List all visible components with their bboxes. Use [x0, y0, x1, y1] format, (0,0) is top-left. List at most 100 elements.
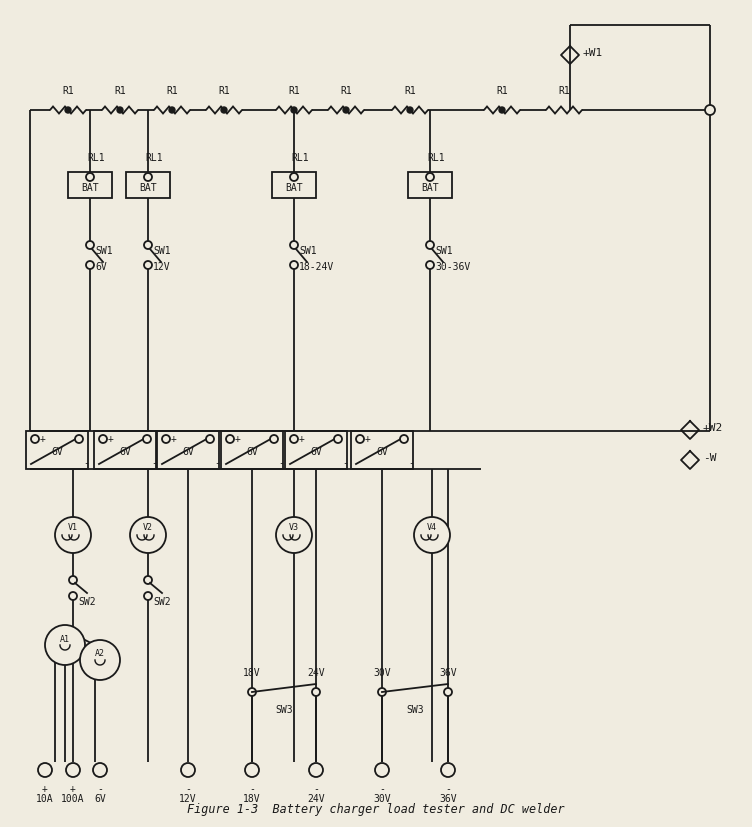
- Circle shape: [86, 261, 94, 269]
- Text: +: +: [235, 434, 241, 444]
- Circle shape: [86, 173, 94, 181]
- Text: +: +: [70, 784, 76, 794]
- Text: V2: V2: [143, 523, 153, 533]
- Bar: [221, 431, 283, 469]
- Text: SW1: SW1: [299, 246, 317, 256]
- Circle shape: [290, 241, 298, 249]
- Circle shape: [181, 763, 195, 777]
- Circle shape: [226, 435, 234, 443]
- Circle shape: [86, 241, 94, 249]
- Text: 30V: 30V: [373, 668, 391, 678]
- Circle shape: [69, 576, 77, 584]
- Text: R1: R1: [62, 86, 74, 96]
- Text: 6V: 6V: [376, 447, 388, 457]
- Circle shape: [426, 241, 434, 249]
- Circle shape: [38, 763, 52, 777]
- Text: BAT: BAT: [285, 183, 303, 193]
- Text: A2: A2: [95, 649, 105, 658]
- Text: -: -: [97, 784, 103, 794]
- Text: 6V: 6V: [246, 447, 258, 457]
- Text: +: +: [108, 434, 114, 444]
- Text: 6V: 6V: [95, 262, 107, 272]
- Circle shape: [334, 435, 342, 443]
- Text: +: +: [40, 434, 46, 444]
- Circle shape: [144, 241, 152, 249]
- Text: RL1: RL1: [145, 153, 162, 163]
- Text: 18V: 18V: [243, 794, 261, 804]
- Text: +: +: [365, 434, 371, 444]
- Text: -: -: [214, 458, 220, 468]
- Circle shape: [66, 763, 80, 777]
- Circle shape: [400, 435, 408, 443]
- Circle shape: [270, 435, 278, 443]
- Text: 6V: 6V: [119, 447, 131, 457]
- Text: +: +: [299, 434, 305, 444]
- Text: -: -: [445, 784, 451, 794]
- Text: R1: R1: [288, 86, 300, 96]
- Circle shape: [143, 435, 151, 443]
- Circle shape: [130, 517, 166, 553]
- Text: -W: -W: [703, 453, 717, 463]
- Text: -: -: [83, 458, 89, 468]
- Text: SW2: SW2: [153, 597, 171, 607]
- Circle shape: [426, 173, 434, 181]
- Circle shape: [290, 261, 298, 269]
- Text: 100A: 100A: [61, 794, 85, 804]
- Bar: [94, 431, 156, 469]
- Text: RL1: RL1: [87, 153, 105, 163]
- Circle shape: [499, 107, 505, 113]
- Text: +: +: [171, 434, 177, 444]
- Text: -: -: [313, 784, 319, 794]
- Bar: [272, 172, 316, 198]
- Circle shape: [55, 517, 91, 553]
- Text: R1: R1: [166, 86, 178, 96]
- Text: RL1: RL1: [291, 153, 308, 163]
- Text: 6V: 6V: [94, 794, 106, 804]
- Text: -: -: [185, 784, 191, 794]
- Text: -: -: [249, 784, 255, 794]
- Text: R1: R1: [558, 86, 570, 96]
- Circle shape: [65, 107, 71, 113]
- Text: +W1: +W1: [583, 48, 603, 58]
- Circle shape: [426, 261, 434, 269]
- Text: -: -: [408, 458, 414, 468]
- Text: -: -: [278, 458, 284, 468]
- Circle shape: [378, 688, 386, 696]
- Text: 36V: 36V: [439, 668, 456, 678]
- Text: 30V: 30V: [373, 794, 391, 804]
- Circle shape: [206, 435, 214, 443]
- Circle shape: [356, 435, 364, 443]
- Text: SW3: SW3: [275, 705, 293, 715]
- Text: R1: R1: [404, 86, 416, 96]
- Text: 12V: 12V: [153, 262, 171, 272]
- Circle shape: [169, 107, 175, 113]
- Text: 36V: 36V: [439, 794, 456, 804]
- Text: BAT: BAT: [81, 183, 99, 193]
- Bar: [68, 172, 112, 198]
- Text: SW1: SW1: [435, 246, 453, 256]
- Circle shape: [117, 107, 123, 113]
- Text: 24V: 24V: [307, 794, 325, 804]
- Circle shape: [407, 107, 413, 113]
- Bar: [285, 431, 347, 469]
- Circle shape: [144, 261, 152, 269]
- Text: Figure 1-3  Battery charger load tester and DC welder: Figure 1-3 Battery charger load tester a…: [187, 804, 565, 816]
- Text: A1: A1: [60, 634, 70, 643]
- Text: SW3: SW3: [406, 705, 424, 715]
- Circle shape: [144, 576, 152, 584]
- Text: -: -: [379, 784, 385, 794]
- Text: R1: R1: [218, 86, 230, 96]
- Text: SW2: SW2: [78, 597, 96, 607]
- Text: 6V: 6V: [51, 447, 63, 457]
- Text: V4: V4: [427, 523, 437, 533]
- Text: 10A: 10A: [36, 794, 54, 804]
- Circle shape: [290, 173, 298, 181]
- Circle shape: [291, 107, 297, 113]
- Text: 12V: 12V: [179, 794, 197, 804]
- Circle shape: [144, 592, 152, 600]
- Text: +: +: [42, 784, 48, 794]
- Bar: [26, 431, 88, 469]
- Text: 18V: 18V: [243, 668, 261, 678]
- Text: R1: R1: [114, 86, 126, 96]
- Text: 24V: 24V: [307, 668, 325, 678]
